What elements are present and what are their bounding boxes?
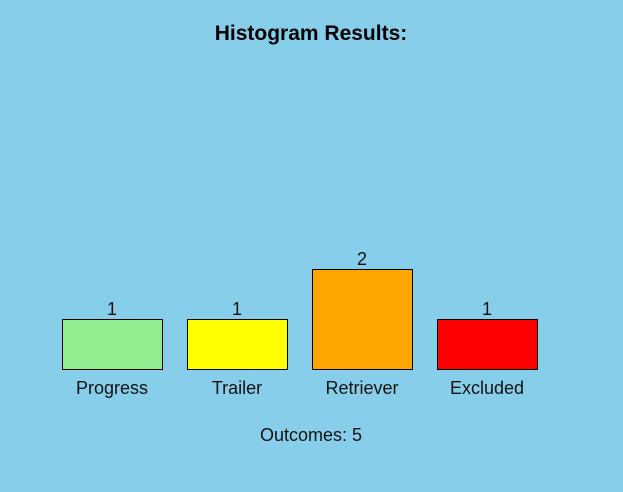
- bar-retriever: [312, 269, 413, 370]
- value-label-retriever: 2: [357, 249, 367, 269]
- value-label-progress: 1: [107, 299, 117, 319]
- bar-excluded: [437, 319, 538, 370]
- chart-title: Histogram Results:: [215, 22, 408, 45]
- bars-group: 1 Progress 1 Trailer 2 Retriever 1 Excluded: [62, 249, 538, 398]
- category-label-retriever: Retriever: [325, 378, 398, 398]
- category-label-excluded: Excluded: [450, 378, 524, 398]
- category-label-progress: Progress: [76, 378, 148, 398]
- category-label-trailer: Trailer: [212, 378, 262, 398]
- value-label-excluded: 1: [482, 299, 492, 319]
- bar-progress: [62, 319, 163, 370]
- value-label-trailer: 1: [232, 299, 242, 319]
- outcomes-summary: Outcomes: 5: [260, 425, 362, 445]
- bar-trailer: [187, 319, 288, 370]
